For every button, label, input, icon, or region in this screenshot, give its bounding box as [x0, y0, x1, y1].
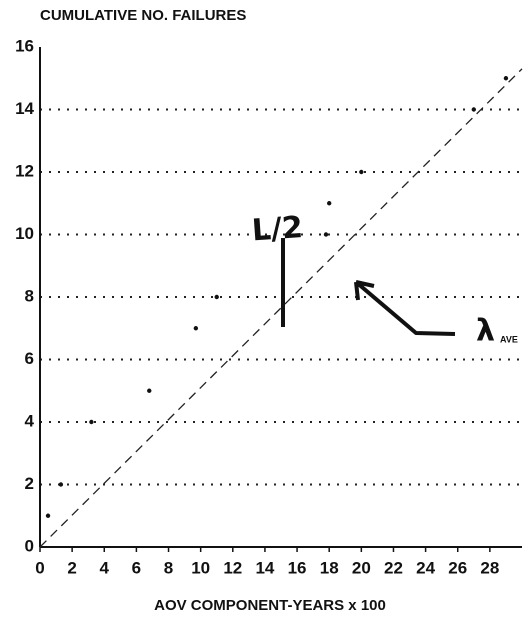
x-tick-label: 20	[352, 558, 371, 577]
x-tick-label: 12	[223, 558, 242, 577]
x-tick-label: 10	[191, 558, 210, 577]
y-tick-label: 14	[15, 99, 34, 118]
x-tick-label: 18	[320, 558, 339, 577]
annotation: λ	[476, 314, 495, 349]
reference-line	[39, 68, 523, 548]
y-tick-label: 6	[25, 349, 34, 368]
point	[147, 388, 152, 393]
point	[327, 201, 332, 206]
x-tick-label: 24	[416, 558, 435, 577]
x-tick-label: 2	[67, 558, 76, 577]
x-tick-label: 26	[448, 558, 467, 577]
x-tick-label: 14	[255, 558, 274, 577]
y-tick-label: 2	[25, 474, 34, 493]
y-tick-label: 4	[25, 411, 35, 430]
chart-title: CUMULATIVE NO. FAILURES	[40, 7, 246, 24]
y-tick-label: 12	[15, 161, 34, 180]
y-tick-label: 10	[15, 224, 34, 243]
point	[45, 513, 51, 518]
point	[471, 107, 476, 112]
point	[193, 326, 199, 331]
point	[323, 232, 329, 237]
point	[89, 419, 94, 425]
y-tick-label: 0	[25, 536, 34, 555]
x-tick-label: 4	[100, 558, 110, 577]
x-axis-label: AOV COMPONENT-YEARS x 100	[154, 597, 386, 614]
x-tick-label: 8	[164, 558, 173, 577]
x-tick-label: 6	[132, 558, 141, 577]
x-tick-label: 16	[288, 558, 307, 577]
point	[214, 294, 219, 300]
x-tick-label: 28	[480, 558, 499, 577]
annotation: L/2	[251, 210, 304, 248]
point	[58, 482, 64, 487]
x-tick-label: 22	[384, 558, 403, 577]
y-tick-label: 8	[25, 286, 34, 305]
annotation-arrow	[354, 280, 456, 336]
x-tick-label: 0	[35, 558, 44, 577]
annotation: AVE	[500, 334, 518, 344]
y-tick-label: 16	[15, 36, 34, 55]
point	[359, 169, 364, 175]
point	[503, 76, 509, 81]
